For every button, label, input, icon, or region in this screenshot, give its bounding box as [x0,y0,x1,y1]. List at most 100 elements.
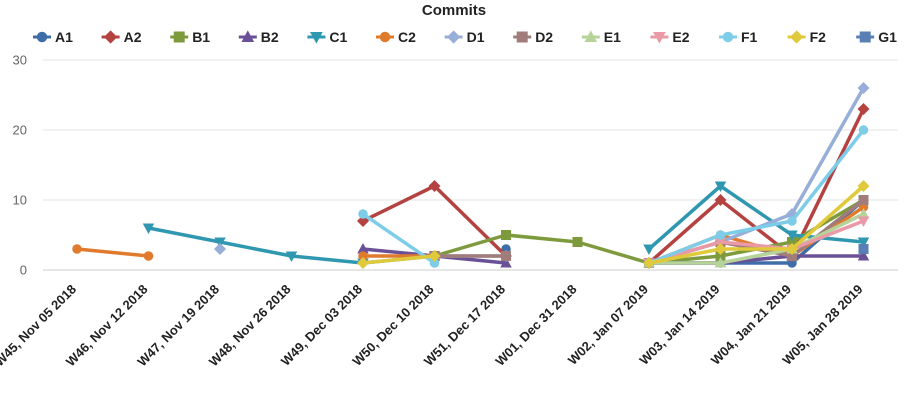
series-line [647,219,866,265]
data-point [714,237,727,248]
legend-item-a2: A2 [101,29,142,45]
legend-marker [310,32,323,44]
data-point [643,257,655,269]
data-point [501,230,511,240]
legend-label: D2 [535,29,553,45]
data-point [857,216,870,227]
x-tick-label: W05, Jan 28 2019 [779,282,865,368]
data-point [143,251,154,261]
series-layer [72,82,870,269]
legend-label: F2 [810,29,827,45]
y-tick-label: 30 [13,53,27,68]
legend-marker [173,31,185,43]
data-point [72,244,82,254]
data-point [858,244,869,254]
series-line [647,184,866,265]
legend-label: A2 [124,29,142,45]
legend-label: C2 [398,29,416,45]
data-point [429,258,440,268]
data-point [787,251,797,261]
data-point [857,82,870,94]
gridlines [43,59,898,271]
legend-marker [104,30,118,44]
legend-item-b2: B2 [238,29,279,45]
data-point [285,251,298,262]
data-point [572,237,583,247]
legend-item-b1: B1 [170,29,210,45]
legend-item-e2: E2 [650,29,690,45]
legend-label: B2 [261,29,279,45]
series-f2 [357,180,870,269]
data-point [714,257,727,268]
data-point [500,257,512,268]
legend-label: C1 [329,29,347,45]
legend-marker [584,30,598,42]
chart-title: Commits [422,2,486,19]
legend-marker [516,31,528,43]
legend-item-e1: E1 [581,29,621,45]
data-point [714,181,727,192]
data-point [787,216,797,226]
series-line [647,184,866,251]
series-line [361,212,437,265]
series-f1 [358,125,869,268]
legend-item-d2: D2 [513,29,553,45]
legend-marker [447,30,461,44]
legend-label: E1 [604,29,621,45]
legend-marker [241,30,255,42]
data-point [357,243,369,254]
data-point [858,125,869,135]
data-point [358,209,368,219]
series-line [361,254,437,265]
data-point [214,243,226,255]
data-point [787,237,797,247]
legend-item-f1: F1 [719,29,758,45]
legend-marker [790,30,804,44]
series-line [647,212,866,265]
data-point [786,243,798,255]
legend-marker [36,31,48,43]
data-point [857,208,870,219]
legend-marker [722,31,734,43]
legend-item-a1: A1 [33,29,73,45]
legend-item-f2: F2 [787,29,827,45]
legend-label: D1 [467,29,485,45]
legend-marker [379,31,391,43]
legend: A1 A2 B1 B2 C1 C2 D1 D2 E1 E2 F1 F2 G1 [33,29,897,45]
data-point [357,257,369,269]
data-point [858,195,869,205]
data-point [428,250,441,262]
data-point [428,180,441,192]
legend-marker [653,32,666,44]
y-tick-label: 10 [13,193,27,208]
data-point [142,223,155,234]
y-axis: 0 10 20 30 [13,53,27,278]
data-point [714,243,727,255]
data-point [715,230,726,240]
legend-item-c1: C1 [307,29,348,45]
series-line [75,247,151,258]
legend-item-c2: C2 [376,29,416,45]
series-g1 [858,244,869,254]
data-point [501,251,511,261]
data-point [857,180,870,192]
legend-label: E2 [672,29,689,45]
data-point [714,194,727,206]
data-point [715,251,726,261]
data-point [358,251,368,261]
legend-label: A1 [55,29,73,45]
series-line [361,184,508,258]
y-tick-label: 0 [20,263,27,278]
legend-label: G1 [878,29,897,45]
data-point [857,250,870,261]
legend-item-g1: G1 [856,29,897,45]
legend-item-d1: D1 [444,29,485,45]
legend-label: B1 [192,29,210,45]
y-tick-label: 20 [13,123,27,138]
data-point [857,103,870,115]
series-line [647,128,866,265]
data-point [214,237,226,248]
legend-label: F1 [741,29,758,45]
